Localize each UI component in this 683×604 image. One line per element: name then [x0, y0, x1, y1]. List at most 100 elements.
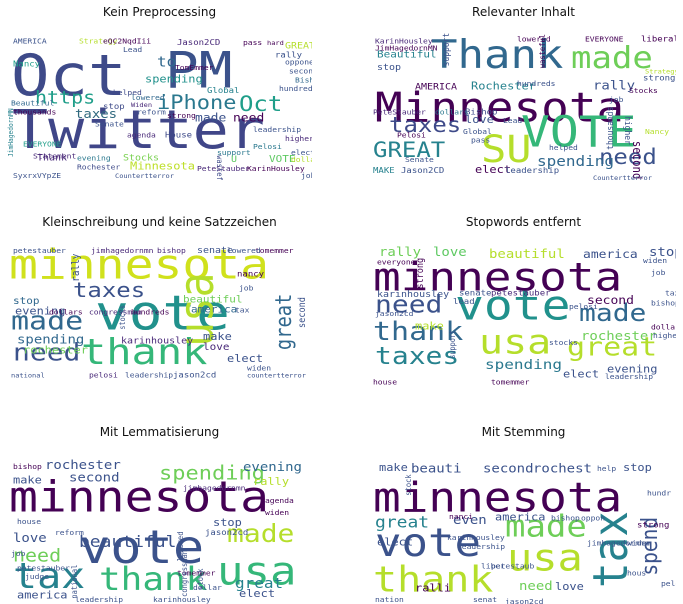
cloud-word: usa	[507, 536, 583, 579]
cloud-word: beautiful	[183, 295, 243, 305]
cloud-word: lowered	[131, 94, 165, 102]
cloud-word: usa	[479, 321, 551, 361]
cloud-word: Global	[463, 127, 492, 135]
cloud-word: make	[203, 331, 232, 343]
cloud-word: need	[375, 291, 442, 319]
cloud-word: pelosi	[569, 303, 598, 311]
cloud-word: minnesota	[373, 475, 622, 522]
cloud-word: congressman	[180, 550, 190, 597]
cloud-word: Strategy	[79, 37, 118, 45]
cloud-word: thousands	[606, 107, 617, 150]
cloud-word: oppon	[581, 514, 605, 522]
cloud-word: dollars	[651, 323, 676, 331]
cloud-word: Minnesota	[375, 85, 624, 132]
cloud-word: nancy	[237, 269, 264, 278]
cloud-word: evening	[607, 363, 657, 375]
cloud-word: leadership	[505, 166, 559, 175]
cloud-word: Oct	[11, 43, 127, 109]
cloud-word: Pelosi	[253, 142, 282, 150]
word-cloud: Oct PM Twitter iPhone Oct https to taxes made nee…	[7, 22, 312, 180]
cloud-word: jason2cd	[505, 597, 543, 604]
cloud-word: love	[465, 113, 494, 126]
cloud-word: help	[597, 464, 617, 472]
cloud-word: Statement	[33, 152, 76, 160]
cloud-word: made	[227, 519, 294, 548]
cloud-word: elect	[239, 587, 275, 600]
cloud-word: tax	[235, 306, 250, 314]
cloud-word: usa	[169, 273, 225, 347]
cloud-word: taxes	[375, 343, 459, 371]
cloud-word: bishop	[13, 463, 42, 471]
cloud-word: karinhousley	[153, 596, 211, 604]
cloud-word: jason2cd	[173, 370, 216, 379]
cloud-word: VOTE	[269, 154, 295, 165]
cloud-word: thank	[99, 561, 207, 599]
panel-title: Relevanter Inhalt	[472, 5, 575, 19]
cloud-word: agenda	[127, 131, 156, 139]
cloud-word: second	[483, 462, 534, 476]
cloud-word: job	[301, 172, 312, 180]
cloud-word: PeteStauber	[197, 165, 250, 173]
cloud-word: Stocks	[123, 153, 159, 163]
cloud-word: VOTE	[521, 107, 637, 157]
cloud-word: lowered	[517, 35, 551, 43]
cloud-word: higher	[653, 332, 676, 340]
cloud-word: evening	[243, 461, 302, 475]
cloud-word: rally	[70, 254, 82, 282]
cloud-word: liberal	[641, 35, 676, 44]
cloud-word: second	[296, 297, 308, 328]
cloud-word: stock	[404, 474, 414, 496]
cloud-word: Thank	[37, 153, 67, 163]
cloud-word: rochester	[581, 330, 657, 344]
cloud-word: minnesota	[373, 255, 622, 301]
cloud-word: petestauber	[13, 246, 66, 254]
cloud-word: minnesota	[9, 472, 269, 522]
cloud-word: house	[373, 378, 398, 386]
cloud-word: job	[651, 269, 666, 277]
cloud-word: job	[609, 95, 624, 103]
cloud-word: stop	[377, 62, 401, 72]
cloud-word: hundr	[647, 489, 672, 497]
cloud-word: Countertterror	[593, 174, 652, 180]
cloud-word: elect	[377, 535, 413, 548]
cloud-word: taxes	[75, 108, 117, 122]
cloud-word: elect	[291, 149, 312, 157]
cloud-word: eQC2NqdIii	[103, 37, 152, 45]
cloud-word: support	[447, 330, 457, 359]
cloud-word: strong	[167, 111, 196, 119]
cloud-word: PM	[165, 43, 232, 100]
cloud-word: vote	[455, 282, 571, 330]
cloud-word: house	[17, 518, 42, 526]
cloud-word: wasteful	[215, 155, 225, 180]
cloud-word: second	[69, 471, 120, 485]
cloud-word: congressman	[89, 308, 142, 316]
cloud-word: second	[587, 294, 634, 307]
cloud-word: lowered	[227, 246, 261, 254]
cloud-word: AMERICA	[415, 82, 457, 92]
cloud-word: Lead	[123, 46, 142, 54]
cloud-word: petestaub	[491, 562, 535, 570]
cloud-word: minnesota	[9, 241, 269, 289]
cloud-word: stocks	[549, 339, 578, 347]
cloud-word: Jason2CD	[401, 166, 444, 175]
cloud-word: everyone	[377, 258, 416, 266]
cloud-word: spend	[637, 517, 662, 576]
cloud-word: Senate	[405, 156, 434, 164]
cloud-word: great	[235, 575, 283, 592]
cloud-word: thank	[373, 316, 463, 346]
cloud-word: hous	[627, 569, 646, 577]
cloud-word: job	[239, 284, 254, 292]
cloud-word: job	[11, 549, 26, 557]
cloud-word: senate	[459, 288, 491, 297]
cloud-word: made	[505, 508, 587, 544]
cloud-word: beautiful	[79, 533, 176, 552]
cloud-word: rally	[275, 51, 302, 60]
cloud-word: rochest	[533, 462, 592, 476]
cloud-word: Senate	[95, 120, 124, 128]
cloud-word: judge	[25, 573, 50, 581]
cloud-word: ralli	[415, 581, 451, 594]
cloud-word: america	[191, 305, 237, 315]
cloud-word: jason2cd	[205, 528, 248, 537]
cloud-word: love	[433, 246, 467, 260]
